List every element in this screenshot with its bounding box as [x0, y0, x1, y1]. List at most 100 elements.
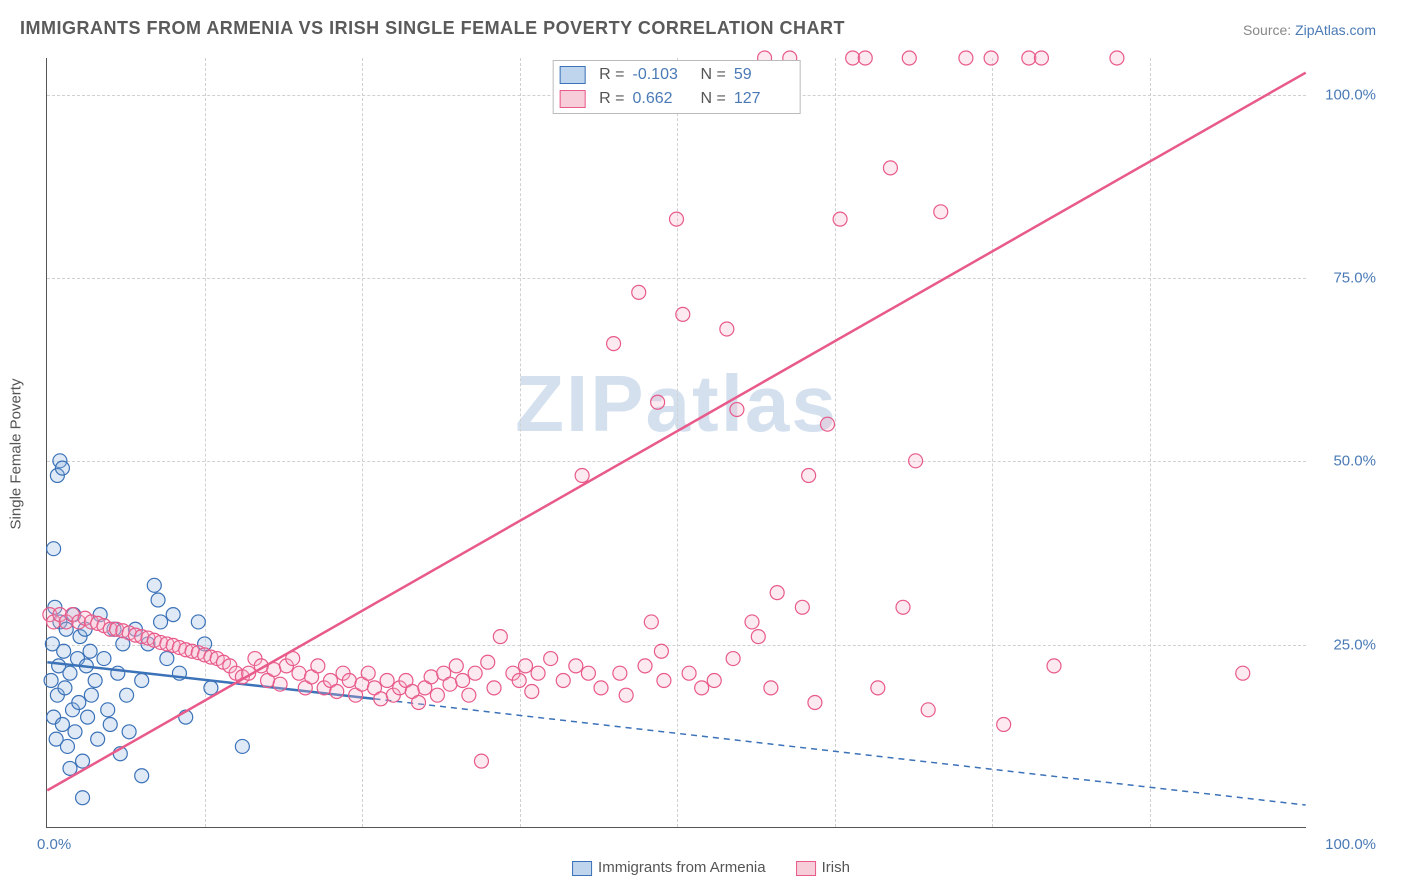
data-point: [60, 739, 74, 753]
data-point: [1236, 666, 1250, 680]
data-point: [745, 615, 759, 629]
series-swatch: [796, 861, 816, 876]
data-point: [135, 674, 149, 688]
data-point: [632, 285, 646, 299]
source-link[interactable]: ZipAtlas.com: [1295, 22, 1376, 38]
data-point: [1110, 51, 1124, 65]
data-point: [449, 659, 463, 673]
data-point: [896, 600, 910, 614]
data-point: [934, 205, 948, 219]
data-point: [374, 692, 388, 706]
data-point: [720, 322, 734, 336]
data-point: [619, 688, 633, 702]
data-point: [730, 403, 744, 417]
data-point: [166, 608, 180, 622]
data-point: [909, 454, 923, 468]
data-point: [569, 659, 583, 673]
data-point: [997, 717, 1011, 731]
data-point: [160, 652, 174, 666]
data-point: [44, 674, 58, 688]
data-point: [682, 666, 696, 680]
data-point: [151, 593, 165, 607]
n-label: N =: [701, 63, 726, 87]
data-point: [154, 615, 168, 629]
data-point: [443, 677, 457, 691]
data-point: [481, 655, 495, 669]
data-point: [101, 703, 115, 717]
data-point: [707, 674, 721, 688]
data-point: [135, 769, 149, 783]
data-point: [83, 644, 97, 658]
scatter-plot-svg: [47, 58, 1306, 827]
y-tick: 25.0%: [1333, 636, 1376, 653]
data-point: [1034, 51, 1048, 65]
data-point: [556, 674, 570, 688]
data-point: [902, 51, 916, 65]
data-point: [468, 666, 482, 680]
data-point: [81, 710, 95, 724]
series-swatch: [559, 90, 585, 108]
data-point: [821, 417, 835, 431]
data-point: [695, 681, 709, 695]
data-point: [770, 586, 784, 600]
data-point: [1047, 659, 1061, 673]
data-point: [97, 652, 111, 666]
series-swatch: [559, 66, 585, 84]
data-point: [72, 696, 86, 710]
data-point: [644, 615, 658, 629]
data-point: [204, 681, 218, 695]
data-point: [235, 739, 249, 753]
data-point: [68, 725, 82, 739]
data-point: [91, 732, 105, 746]
data-point: [361, 666, 375, 680]
data-point: [921, 703, 935, 717]
data-point: [424, 670, 438, 684]
data-point: [58, 681, 72, 695]
plot-area: ZIPatlas R =-0.103N =59R =0.662N =127 0.…: [46, 58, 1306, 828]
data-point: [544, 652, 558, 666]
data-point: [883, 161, 897, 175]
data-point: [581, 666, 595, 680]
data-point: [191, 615, 205, 629]
data-point: [808, 696, 822, 710]
data-point: [456, 674, 470, 688]
legend-item: Immigrants from Armenia: [572, 859, 766, 876]
data-point: [638, 659, 652, 673]
data-point: [55, 717, 69, 731]
data-point: [726, 652, 740, 666]
data-point: [412, 696, 426, 710]
data-point: [525, 685, 539, 699]
data-point: [846, 51, 860, 65]
data-point: [676, 307, 690, 321]
data-point: [273, 677, 287, 691]
y-tick: 100.0%: [1325, 86, 1376, 103]
r-value: 0.662: [633, 87, 693, 111]
data-point: [122, 725, 136, 739]
data-point: [57, 644, 71, 658]
data-point: [292, 666, 306, 680]
chart-title: IMMIGRANTS FROM ARMENIA VS IRISH SINGLE …: [20, 18, 845, 39]
data-point: [764, 681, 778, 695]
regression-line: [47, 73, 1305, 791]
r-label: R =: [599, 87, 624, 111]
data-point: [670, 212, 684, 226]
r-label: R =: [599, 63, 624, 87]
data-point: [103, 717, 117, 731]
data-point: [594, 681, 608, 695]
source-attribution: Source: ZipAtlas.com: [1243, 22, 1376, 38]
data-point: [76, 791, 90, 805]
data-point: [493, 630, 507, 644]
correlation-legend: R =-0.103N =59R =0.662N =127: [552, 60, 801, 114]
data-point: [751, 630, 765, 644]
data-point: [802, 468, 816, 482]
source-prefix: Source:: [1243, 22, 1295, 38]
data-point: [858, 51, 872, 65]
data-point: [613, 666, 627, 680]
legend-label: Irish: [822, 859, 850, 876]
chart-container: Single Female Poverty ZIPatlas R =-0.103…: [46, 58, 1376, 850]
data-point: [380, 674, 394, 688]
data-point: [462, 688, 476, 702]
data-point: [512, 674, 526, 688]
x-tick-first: 0.0%: [37, 836, 71, 853]
data-point: [607, 337, 621, 351]
